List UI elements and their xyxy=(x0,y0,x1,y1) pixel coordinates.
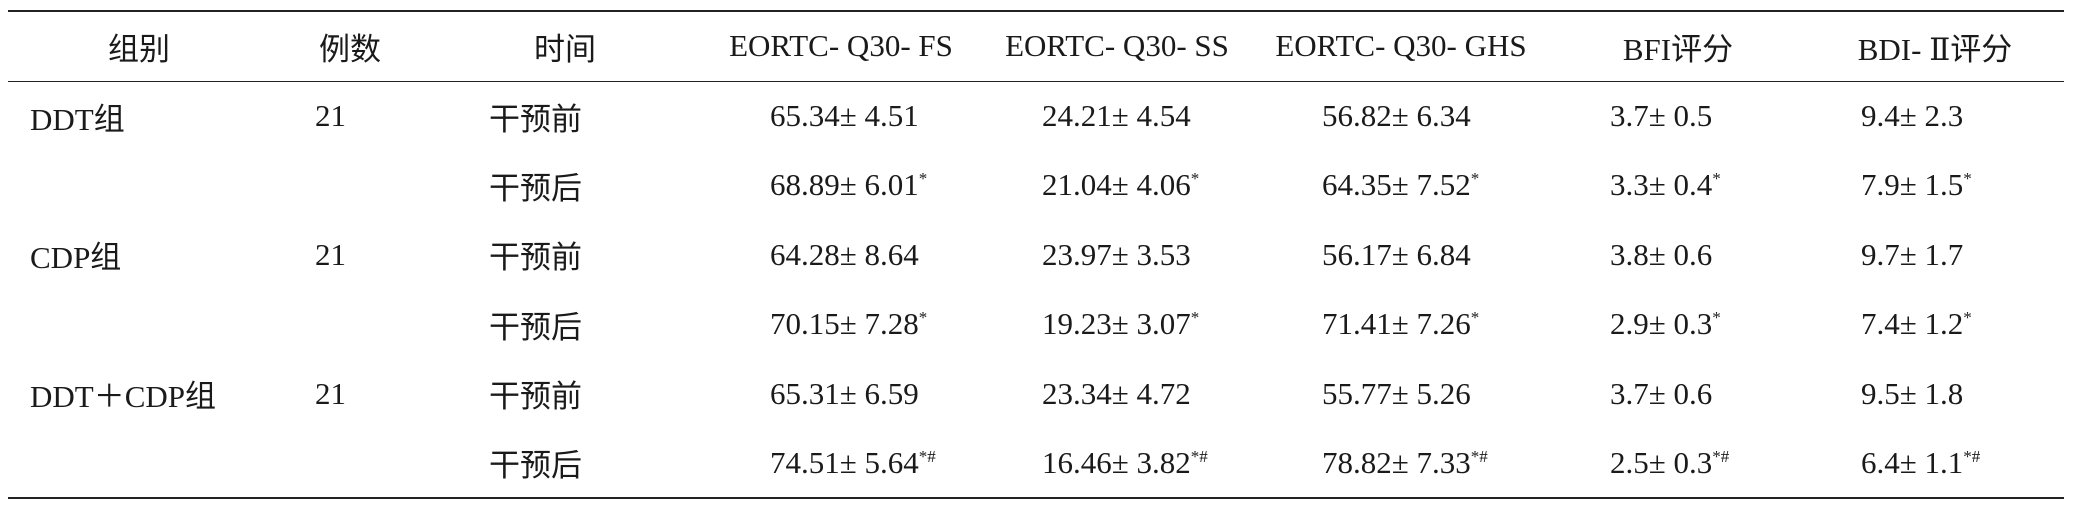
ss-cell: 23.34± 4.72 xyxy=(1042,375,1191,411)
ghs-cell: 56.82± 6.34 xyxy=(1322,98,1471,133)
group-name: DDT组 xyxy=(30,101,125,137)
group-count: 21 xyxy=(315,375,346,411)
ghs-cell: 56.17± 6.84 xyxy=(1322,236,1471,272)
group-name-empty xyxy=(8,290,270,360)
time-cell: 干预后 xyxy=(489,170,582,206)
group-count-empty xyxy=(270,290,430,360)
group-count-empty xyxy=(270,151,430,221)
fs-cell: 68.89± 6.01* xyxy=(770,167,928,203)
group-count: 21 xyxy=(315,236,346,272)
time-cell: 干预前 xyxy=(489,379,582,415)
header-row: 组别 例数 时间 EORTC- Q30- FS EORTC- Q30- SS E… xyxy=(8,10,2064,82)
bdi-cell: 9.5± 1.8 xyxy=(1861,375,1964,411)
header-bdi: BDI- Ⅱ评分 xyxy=(1806,10,2064,82)
bfi-cell: 3.8± 0.6 xyxy=(1610,236,1713,272)
time-cell: 干预前 xyxy=(489,240,582,276)
table-row: 干预后 74.51± 5.64*# 16.46± 3.82*# 78.82± 7… xyxy=(8,428,2064,499)
ghs-cell: 64.35± 7.52* xyxy=(1322,167,1480,203)
time-cell: 干预前 xyxy=(489,101,582,137)
group-name: DDT＋CDP组 xyxy=(30,379,217,415)
ss-cell: 24.21± 4.54 xyxy=(1042,98,1191,133)
bdi-cell: 7.4± 1.2* xyxy=(1861,306,1972,342)
fs-cell: 70.15± 7.28* xyxy=(770,306,928,342)
bfi-cell: 2.9± 0.3* xyxy=(1610,306,1721,342)
group-name-empty xyxy=(8,428,270,499)
table-row: 干预后 70.15± 7.28* 19.23± 3.07* 71.41± 7.2… xyxy=(8,290,2064,360)
bdi-cell: 6.4± 1.1*# xyxy=(1806,428,2064,499)
header-ss: EORTC- Q30- SS xyxy=(982,10,1252,82)
bfi-cell: 2.5± 0.3*# xyxy=(1550,428,1806,499)
bdi-cell: 9.4± 2.3 xyxy=(1861,98,1964,133)
header-time: 时间 xyxy=(430,10,700,82)
bfi-cell: 3.7± 0.5 xyxy=(1610,98,1713,133)
header-group: 组别 xyxy=(8,10,270,82)
fs-cell: 64.28± 8.64 xyxy=(770,236,919,272)
table-row: DDT＋CDP组 21 干预前 65.31± 6.59 23.34± 4.72 … xyxy=(8,359,2064,429)
results-table: 组别 例数 时间 EORTC- Q30- FS EORTC- Q30- SS E… xyxy=(8,10,2064,499)
bfi-cell: 3.3± 0.4* xyxy=(1610,167,1721,203)
fs-cell: 65.34± 4.51 xyxy=(770,98,919,133)
header-bfi: BFI评分 xyxy=(1550,10,1806,82)
header-count: 例数 xyxy=(270,10,430,82)
group-name: CDP组 xyxy=(30,240,122,276)
group-count: 21 xyxy=(315,98,346,133)
ss-cell: 21.04± 4.06* xyxy=(1042,167,1200,203)
table-row: CDP组 21 干预前 64.28± 8.64 23.97± 3.53 56.1… xyxy=(8,220,2064,290)
bdi-cell: 7.9± 1.5* xyxy=(1861,167,1972,203)
time-cell: 干预后 xyxy=(430,428,700,499)
time-cell: 干预后 xyxy=(489,309,582,345)
ghs-cell: 55.77± 5.26 xyxy=(1322,375,1471,411)
ss-cell: 19.23± 3.07* xyxy=(1042,306,1200,342)
ghs-cell: 71.41± 7.26* xyxy=(1322,306,1480,342)
bdi-cell: 9.7± 1.7 xyxy=(1861,236,1964,272)
header-fs: EORTC- Q30- FS xyxy=(700,10,982,82)
group-name-empty xyxy=(8,151,270,221)
ghs-cell: 78.82± 7.33*# xyxy=(1252,428,1550,499)
fs-cell: 65.31± 6.59 xyxy=(770,375,919,411)
fs-cell: 74.51± 5.64*# xyxy=(700,428,982,499)
ss-cell: 16.46± 3.82*# xyxy=(982,428,1252,499)
bfi-cell: 3.7± 0.6 xyxy=(1610,375,1713,411)
table-row: 干预后 68.89± 6.01* 21.04± 4.06* 64.35± 7.5… xyxy=(8,151,2064,221)
header-ghs: EORTC- Q30- GHS xyxy=(1252,10,1550,82)
group-count-empty xyxy=(270,428,430,499)
ss-cell: 23.97± 3.53 xyxy=(1042,236,1191,272)
table-row: DDT组 21 干预前 65.34± 4.51 24.21± 4.54 56.8… xyxy=(8,81,2064,151)
